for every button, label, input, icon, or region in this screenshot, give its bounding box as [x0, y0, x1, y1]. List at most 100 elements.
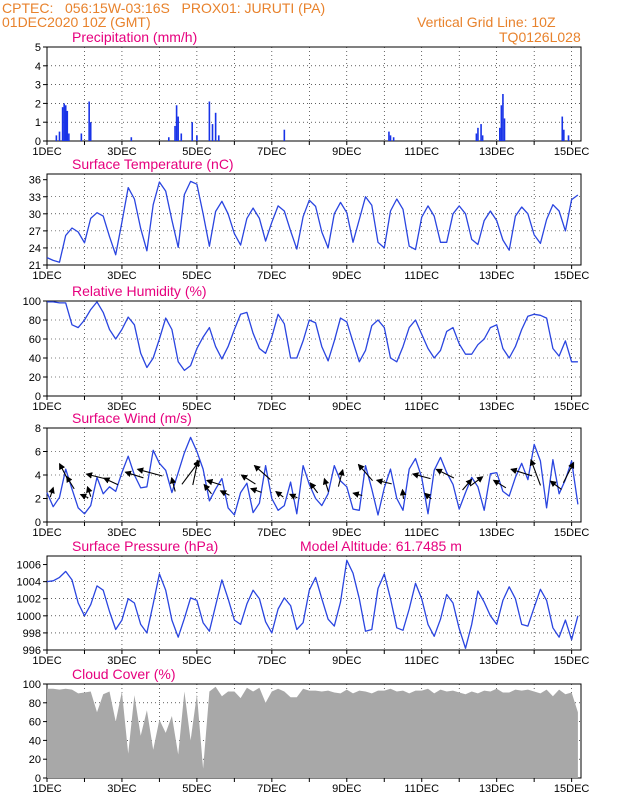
y-tick-label: 5: [35, 42, 41, 54]
y-tick-label: 60: [29, 334, 41, 346]
precip-bar: [567, 135, 570, 141]
precip-bar: [64, 105, 67, 141]
x-tick-label: 9DEC: [332, 270, 361, 282]
y-tick-label: 80: [29, 698, 41, 710]
series-line: [46, 436, 579, 516]
wind-arrow: [124, 470, 144, 479]
x-tick-label: 13DEC: [479, 783, 515, 795]
x-tick-label: 13DEC: [479, 655, 515, 667]
panel-frame-4: [46, 555, 582, 651]
wind-arrow: [510, 467, 533, 477]
panel-title: Cloud Cover (%): [72, 666, 175, 682]
panel-title: Surface Temperature (nC): [72, 156, 234, 172]
y-tick-label: 30: [29, 209, 41, 221]
wind-arrow: [48, 486, 55, 498]
wind-arrow: [322, 477, 330, 492]
precip-bar: [196, 135, 198, 141]
x-tick-label: 5DEC: [182, 783, 211, 795]
precip-bar: [500, 105, 503, 141]
y-tick-label: 0: [35, 773, 41, 785]
x-tick-label: 7DEC: [257, 655, 286, 667]
precip-bar: [191, 122, 194, 141]
y-tick-label: 1006: [17, 560, 41, 572]
x-tick-label: 1DEC: [32, 527, 61, 539]
wind-arrow: [469, 476, 484, 487]
header-model-code: TQ0126L028: [499, 29, 581, 45]
wind-arrow: [337, 468, 345, 487]
precip-bar: [475, 133, 478, 141]
precip-bar: [130, 137, 133, 141]
x-tick-label: 3DEC: [107, 783, 136, 795]
x-tick-label: 1DEC: [32, 146, 61, 158]
y-tick-label: 100: [23, 679, 41, 691]
precip-bar: [180, 133, 183, 141]
y-tick-label: 0: [35, 517, 41, 529]
precip-bar: [480, 124, 482, 141]
wind-arrow: [352, 491, 363, 498]
wind-arrow: [411, 472, 431, 480]
y-tick-label: 100: [23, 296, 41, 308]
x-tick-label: 9DEC: [332, 655, 361, 667]
precip-bar: [389, 135, 392, 141]
wind-arrow: [253, 464, 271, 481]
wind-arrow: [492, 479, 507, 489]
wind-arrow: [103, 477, 119, 486]
precip-bar: [214, 112, 217, 141]
x-tick-label: 1DEC: [32, 270, 61, 282]
header-run-time: 01DEC2020 10Z (GMT): [2, 14, 151, 30]
x-tick-label: 15DEC: [554, 527, 590, 539]
precip-bar: [89, 122, 92, 141]
y-tick-label: 80: [29, 315, 41, 327]
wind-arrow: [375, 478, 392, 485]
header-location: CPTEC: 056:15W-03:16S PROX01: JURUTI (PA…: [2, 0, 326, 16]
x-tick-label: 1DEC: [32, 783, 61, 795]
precip-bar: [388, 131, 390, 141]
wind-arrow: [136, 467, 163, 477]
wind-arrow: [66, 475, 75, 490]
series-line: [47, 301, 578, 372]
wind-arrow: [275, 490, 284, 498]
y-tick-label: 6: [35, 447, 41, 459]
precip-bar: [499, 127, 501, 141]
x-tick-label: 9DEC: [332, 401, 361, 413]
y-tick-label: 2: [35, 98, 41, 110]
x-tick-label: 7DEC: [257, 527, 286, 539]
y-tick-label: 40: [29, 353, 41, 365]
x-tick-label: 5DEC: [182, 527, 211, 539]
y-tick-label: 60: [29, 717, 41, 729]
x-tick-label: 7DEC: [257, 401, 286, 413]
y-tick-label: 36: [29, 175, 41, 187]
y-tick-label: 0: [35, 136, 41, 148]
precip-bar: [503, 118, 506, 141]
precip-bar: [392, 137, 395, 141]
header-grid-note: Vertical Grid Line: 10Z: [417, 14, 556, 30]
precip-bar: [561, 116, 564, 141]
precip-bar: [88, 101, 90, 141]
y-tick-label: 1: [35, 117, 41, 129]
precip-bar: [63, 103, 65, 141]
y-tick-label: 21: [29, 260, 41, 272]
x-tick-label: 11DEC: [404, 783, 439, 795]
y-tick-label: 40: [29, 735, 41, 747]
x-tick-label: 9DEC: [332, 146, 361, 158]
wind-arrow: [249, 487, 262, 494]
y-tick-label: 27: [29, 226, 41, 238]
y-tick-label: 3: [35, 80, 41, 92]
x-tick-label: 7DEC: [257, 270, 286, 282]
x-tick-label: 5DEC: [182, 146, 211, 158]
precip-bar: [68, 133, 70, 141]
wind-arrow: [309, 482, 319, 494]
x-tick-label: 9DEC: [332, 783, 361, 795]
wind-arrow: [86, 485, 93, 497]
panel-frame-2: [46, 300, 582, 397]
precip-bar: [58, 131, 61, 141]
x-tick-label: 13DEC: [479, 270, 515, 282]
x-tick-label: 15DEC: [554, 783, 590, 795]
panel-title: Surface Wind (m/s): [72, 410, 192, 426]
y-tick-label: 998: [23, 628, 41, 640]
x-tick-label: 15DEC: [554, 146, 590, 158]
precip-bar: [55, 135, 58, 141]
x-tick-label: 11DEC: [404, 146, 439, 158]
y-tick-label: 2: [35, 494, 41, 506]
